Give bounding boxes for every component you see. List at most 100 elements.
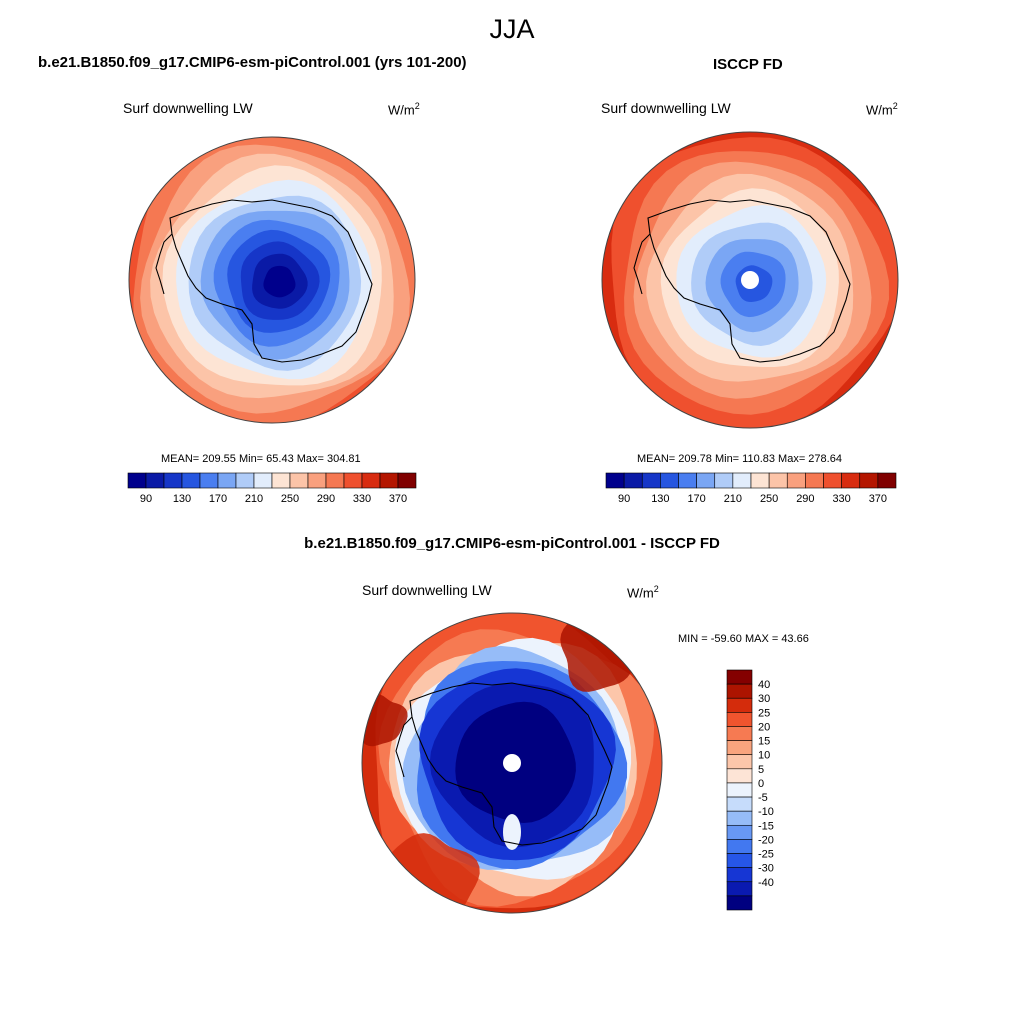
colorbar-tick-label: 170 — [687, 493, 705, 505]
colorbar-swatch — [325, 472, 345, 489]
colorbar-tick-label: 10 — [758, 750, 770, 762]
colorbar-swatch — [726, 697, 753, 713]
colorbar-swatch — [726, 726, 753, 741]
colorbar-swatch — [726, 712, 753, 727]
pole-hole — [503, 754, 521, 772]
colorbar-swatch — [361, 472, 381, 489]
colorbar-tick-label: -5 — [758, 792, 768, 804]
diff-contour-fill — [362, 613, 662, 913]
colorbar-tick-label: 90 — [618, 493, 630, 505]
diff-peninsula-coastline — [395, 716, 413, 778]
model-variable-label: Surf downwelling LW — [123, 100, 253, 116]
colorbar-swatch — [726, 867, 753, 883]
colorbar-swatch — [678, 472, 697, 489]
colorbar-tick-label: 290 — [796, 493, 814, 505]
colorbar-swatch — [726, 782, 753, 798]
colorbar-tick-label: -10 — [758, 806, 774, 818]
colorbar-swatch — [217, 472, 237, 489]
colorbar-tick-label: 0 — [758, 778, 764, 790]
model-stats-text: MEAN= 209.55 Min= 65.43 Max= 304.81 — [161, 453, 361, 465]
colorbar-swatch — [397, 472, 417, 489]
colorbar-tick-label: 90 — [140, 493, 152, 505]
colorbar-swatch — [726, 839, 753, 854]
obs-panel-title: ISCCP FD — [713, 56, 783, 73]
diff-map-border — [361, 612, 663, 914]
colorbar-swatch — [379, 472, 399, 489]
model-panel-title: b.e21.B1850.f09_g17.CMIP6-esm-piControl.… — [38, 54, 467, 71]
obs-map-border — [601, 131, 899, 429]
colorbar-swatch — [163, 472, 183, 489]
colorbar-swatch — [877, 472, 897, 489]
contour-band — [503, 814, 521, 850]
colorbar-swatch — [786, 472, 806, 489]
colorbar-swatch — [726, 796, 753, 812]
model-map — [128, 136, 416, 424]
colorbar-swatch — [841, 472, 861, 489]
diff-colorbar: 40 30 25 20 15 10 5 0 -5 -10 -15 -20 -25 -30 -40 — [726, 669, 774, 911]
model-antarctica-coastline — [169, 199, 373, 363]
model-contour-fill — [129, 137, 415, 423]
model-units-label: W/m2 — [388, 101, 420, 118]
colorbar-swatch — [307, 472, 327, 489]
obs-units-label: W/m2 — [866, 101, 898, 118]
colorbar-swatch — [343, 472, 363, 489]
colorbar-swatch — [732, 472, 752, 489]
obs-peninsula-coastline — [633, 233, 651, 295]
colorbar-tick-label: 25 — [758, 707, 770, 719]
colorbar-swatch — [289, 472, 309, 489]
colorbar-tick-label: -30 — [758, 863, 774, 875]
colorbar-swatch — [660, 472, 679, 489]
colorbar-tick-label: 130 — [173, 493, 191, 505]
obs-variable-label: Surf downwelling LW — [601, 100, 731, 116]
colorbar-swatch — [726, 669, 753, 685]
colorbar-tick-label: 370 — [869, 493, 887, 505]
colorbar-tick-label: 5 — [758, 764, 764, 776]
diff-panel-title: b.e21.B1850.f09_g17.CMIP6-esm-piControl.… — [304, 535, 720, 552]
colorbar-tick-label: 210 — [245, 493, 263, 505]
colorbar-swatch — [726, 853, 753, 868]
colorbar-tick-label: -20 — [758, 834, 774, 846]
colorbar-tick-label: -40 — [758, 877, 774, 889]
diff-map — [361, 612, 663, 914]
colorbar-swatch — [726, 810, 753, 826]
colorbar-swatch — [623, 472, 643, 489]
colorbar-swatch — [641, 472, 661, 489]
colorbar-swatch — [235, 472, 255, 489]
colorbar-swatch — [726, 754, 753, 770]
colorbar-tick-label: 130 — [651, 493, 669, 505]
colorbar-swatch — [726, 740, 753, 756]
colorbar-swatch — [726, 895, 753, 911]
diff-antarctica-coastline — [409, 682, 613, 846]
colorbar-swatch — [199, 472, 219, 489]
colorbar-tick-label: -15 — [758, 820, 774, 832]
colorbar-swatch — [726, 824, 753, 840]
colorbar-tick-label: 20 — [758, 721, 770, 733]
obs-antarctica-coastline — [647, 199, 851, 363]
model-map-border — [128, 136, 416, 424]
pole-hole — [741, 271, 759, 289]
colorbar-tick-label: -25 — [758, 849, 774, 861]
colorbar-swatch — [714, 472, 734, 489]
diff-variable-label: Surf downwelling LW — [362, 582, 492, 598]
diff-units-label: W/m2 — [627, 584, 659, 601]
colorbar-swatch — [271, 472, 291, 489]
colorbar-swatch — [127, 472, 147, 489]
colorbar-tick-label: 290 — [317, 493, 335, 505]
colorbar-swatch — [726, 683, 753, 699]
colorbar-swatch — [181, 472, 201, 489]
colorbar-tick-label: 40 — [758, 679, 770, 691]
colorbar-tick-label: 330 — [353, 493, 371, 505]
colorbar-tick-label: 210 — [724, 493, 742, 505]
model-peninsula-coastline — [155, 233, 173, 295]
colorbar-swatch — [605, 472, 625, 489]
diff-stats-text: MIN = -59.60 MAX = 43.66 — [678, 633, 809, 645]
colorbar-swatch — [805, 472, 824, 489]
colorbar-swatch — [768, 472, 788, 489]
obs-stats-text: MEAN= 209.78 Min= 110.83 Max= 278.64 — [637, 453, 842, 465]
colorbar-swatch — [696, 472, 716, 489]
colorbar-tick-label: 15 — [758, 736, 770, 748]
colorbar-tick-label: 30 — [758, 693, 770, 705]
colorbar-tick-label: 250 — [281, 493, 299, 505]
obs-contour-fill — [602, 132, 898, 428]
